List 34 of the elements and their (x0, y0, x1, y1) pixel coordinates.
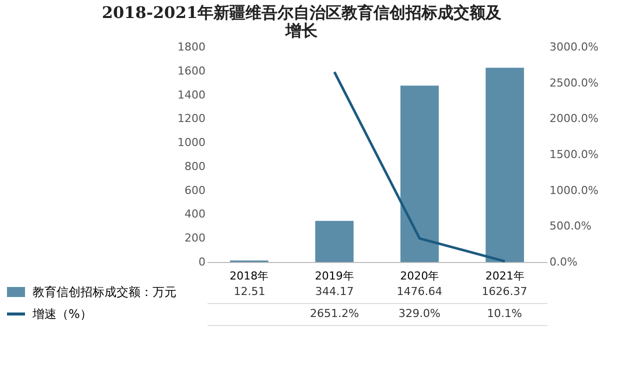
y-tick-label: 800 (184, 160, 206, 173)
data-label: 1476.64 (396, 285, 442, 298)
y-tick-label: 0 (198, 256, 206, 268)
bar (315, 220, 354, 262)
data-label: 2651.2% (310, 307, 359, 320)
chart-title: 2018-2021年新疆维吾尔自治区教育信创招标成交额及增长 (102, 3, 503, 40)
legend-label: 增速（%） (32, 307, 92, 321)
y2-tick-label: 1000.0% (550, 184, 598, 197)
y-tick-label: 1800 (178, 40, 206, 54)
y-tick-label: 600 (184, 184, 206, 197)
data-label: 329.0% (398, 307, 440, 320)
y-tick-label: 200 (184, 232, 206, 245)
y2-tick-label: 2500.0% (550, 76, 598, 90)
data-label: 10.1% (487, 307, 522, 320)
y2-tick-label: 500.0% (550, 220, 592, 233)
y-tick-label: 1400 (178, 88, 206, 102)
x-tick-label: 2021年 (485, 270, 524, 282)
legend-label: 教育信创招标成交额：万元 (32, 285, 176, 299)
bar (486, 68, 524, 262)
y-tick-label: 1200 (178, 112, 206, 126)
data-label: 344.17 (315, 285, 354, 298)
y2-tick-label: 2000.0% (550, 112, 598, 126)
y-tick-label: 1600 (178, 64, 206, 78)
y2-tick-label: 1500.0% (550, 148, 598, 161)
data-label: 12.51 (234, 285, 266, 298)
y2-tick-label: 3000.0% (550, 40, 598, 54)
data-label: 1626.37 (482, 285, 528, 298)
y2-tick-label: 0.0% (550, 256, 578, 268)
x-tick-label: 2019年 (314, 270, 354, 282)
y-tick-label: 400 (184, 208, 206, 221)
x-tick-label: 2018年 (230, 270, 269, 282)
y-tick-label: 1000 (178, 136, 206, 150)
bar (400, 86, 439, 262)
x-tick-label: 2020年 (400, 270, 440, 282)
